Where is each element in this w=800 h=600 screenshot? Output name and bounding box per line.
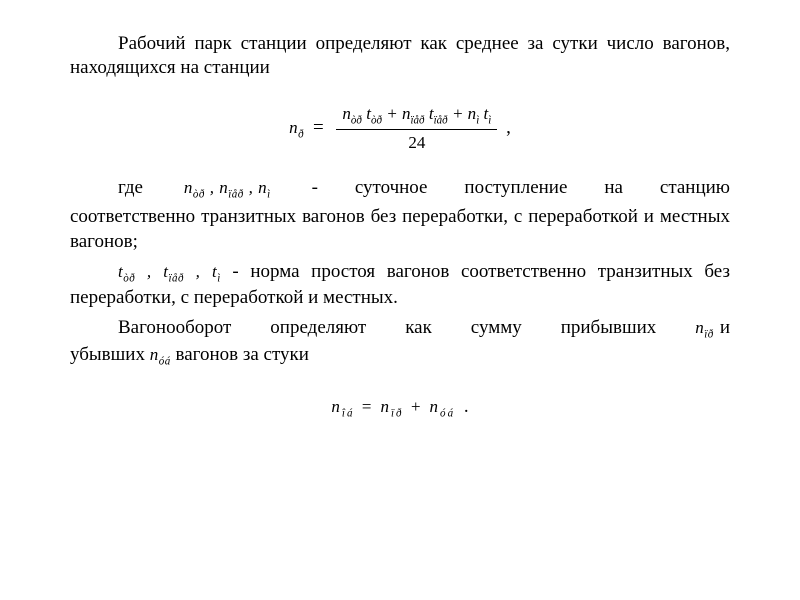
- symbol-n-in: nïð: [695, 317, 714, 342]
- formula-2-dot: .: [460, 396, 469, 417]
- where-tail-b: поступление: [464, 176, 567, 200]
- formula-lhs: nð: [289, 118, 309, 137]
- w-a: Вагонооборот: [118, 316, 231, 340]
- paragraph-where-2: tòð , tïåð , tì - норма простоя вагонов …: [70, 260, 730, 310]
- p5a: убывших: [70, 344, 150, 365]
- var-n-sub: ð: [298, 128, 304, 140]
- p5b: вагонов за стуки: [171, 344, 309, 365]
- fraction-numerator: nòð tòð + nïåð tïåð + nì tì: [336, 103, 497, 131]
- paragraph-turnover-line2: убывших nóá вагонов за стуки: [70, 343, 730, 369]
- formula-turnover: nîá = nïð + nóá .: [70, 395, 730, 421]
- fraction: nòð tòð + nïåð tïåð + nì tì 24: [336, 103, 497, 154]
- fraction-denominator: 24: [336, 130, 497, 154]
- w-c: как: [405, 316, 432, 340]
- w-e: прибывших: [561, 316, 657, 340]
- where-tail-c: на: [604, 176, 623, 200]
- where-dash: -: [312, 176, 318, 200]
- var-n: n: [289, 118, 298, 137]
- paragraph-intro: Рабочий парк станции определяют как сред…: [70, 32, 730, 81]
- symbols-n-list: nòð , nïåð , nì: [180, 177, 275, 202]
- document-page: Рабочий парк станции определяют как сред…: [0, 0, 800, 600]
- w-d: сумму: [471, 316, 522, 340]
- equals-sign: =: [309, 117, 328, 138]
- where-tail-a: суточное: [355, 176, 428, 200]
- formula-comma: ,: [506, 117, 511, 138]
- where-word: где: [70, 176, 143, 200]
- where-tail-d: станцию: [660, 176, 730, 200]
- where-line-1: где nòð , nïåð , nì - суточное поступлен…: [70, 176, 730, 202]
- paragraph-where-1b: соответственно транзитных вагонов без пе…: [70, 205, 730, 254]
- paragraph-turnover-line1: Вагонооборот определяют как сумму прибыв…: [70, 316, 730, 342]
- symbols-t-list: tòð , tïåð , tì: [118, 262, 221, 281]
- formula-2-body: nîá = nïð + nóá: [331, 397, 455, 416]
- w-b: определяют: [270, 316, 366, 340]
- formula-working-park: nð = nòð tòð + nïåð tïåð + nì tì 24 ,: [70, 103, 730, 154]
- w-f: и: [720, 316, 730, 340]
- symbol-n-out: nóá: [150, 345, 171, 364]
